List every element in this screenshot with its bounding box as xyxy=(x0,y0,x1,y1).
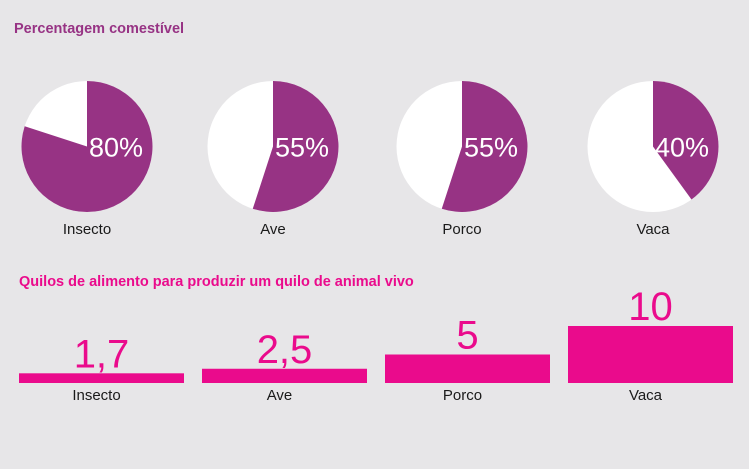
pie-category-label-vaca: Vaca xyxy=(636,221,670,238)
pie-value-label-ave: 55% xyxy=(275,133,329,163)
pie-value-label-porco: 55% xyxy=(464,133,518,163)
bar-value-label-insecto: 1,7 xyxy=(74,332,130,376)
pie-section-title: Percentagem comestível xyxy=(14,21,185,37)
bar-insecto xyxy=(19,373,184,383)
bar-value-label-ave: 2,5 xyxy=(257,328,313,372)
bar-porco xyxy=(385,354,550,383)
pie-category-label-porco: Porco xyxy=(442,221,481,238)
bar-section-title: Quilos de alimento para produzir um quil… xyxy=(19,274,414,290)
bar-category-label-vaca: Vaca xyxy=(629,387,663,404)
bar-value-label-porco: 5 xyxy=(456,314,478,358)
bar-ave xyxy=(202,368,367,383)
pie-slice-ave xyxy=(252,81,339,212)
pie-category-label-ave: Ave xyxy=(260,221,286,238)
bar-value-label-vaca: 10 xyxy=(628,285,673,329)
pie-slice-insecto xyxy=(21,81,153,212)
bar-category-label-ave: Ave xyxy=(267,387,293,404)
pie-slice-porco xyxy=(441,81,528,212)
pie-value-label-vaca: 40% xyxy=(655,133,709,163)
pie-value-label-insecto: 80% xyxy=(89,133,143,163)
bar-category-label-porco: Porco xyxy=(443,387,482,404)
pie-category-label-insecto: Insecto xyxy=(63,221,111,238)
pie-slice-vaca xyxy=(653,81,719,200)
bar-vaca xyxy=(568,326,733,383)
bar-category-label-insecto: Insecto xyxy=(72,387,120,404)
